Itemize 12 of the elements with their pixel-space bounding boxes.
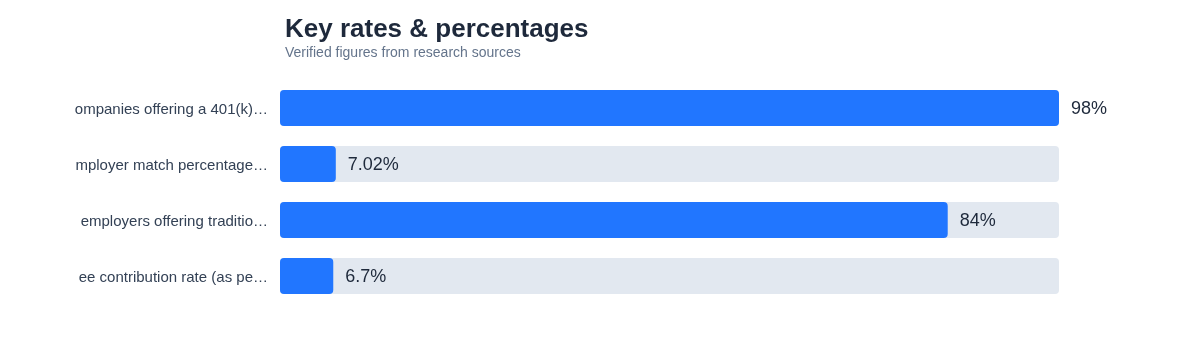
data-label: 98% (1071, 98, 1108, 118)
data-label: 84% (959, 210, 996, 230)
bar (280, 258, 334, 294)
data-label: 6.7% (345, 266, 387, 286)
y-tick-label: employers offering traditio… (80, 211, 268, 229)
y-tick-label: mployer match percentage… (75, 155, 268, 173)
y-tick-label: ee contribution rate (as pe… (78, 267, 268, 285)
chart-title: Key rates & percentages (285, 13, 589, 43)
data-label: 7.02% (347, 154, 399, 174)
y-tick-label: ompanies offering a 401(k)… (74, 99, 268, 117)
bar (280, 146, 336, 182)
chart-subtitle: Verified figures from research sources (285, 44, 521, 60)
